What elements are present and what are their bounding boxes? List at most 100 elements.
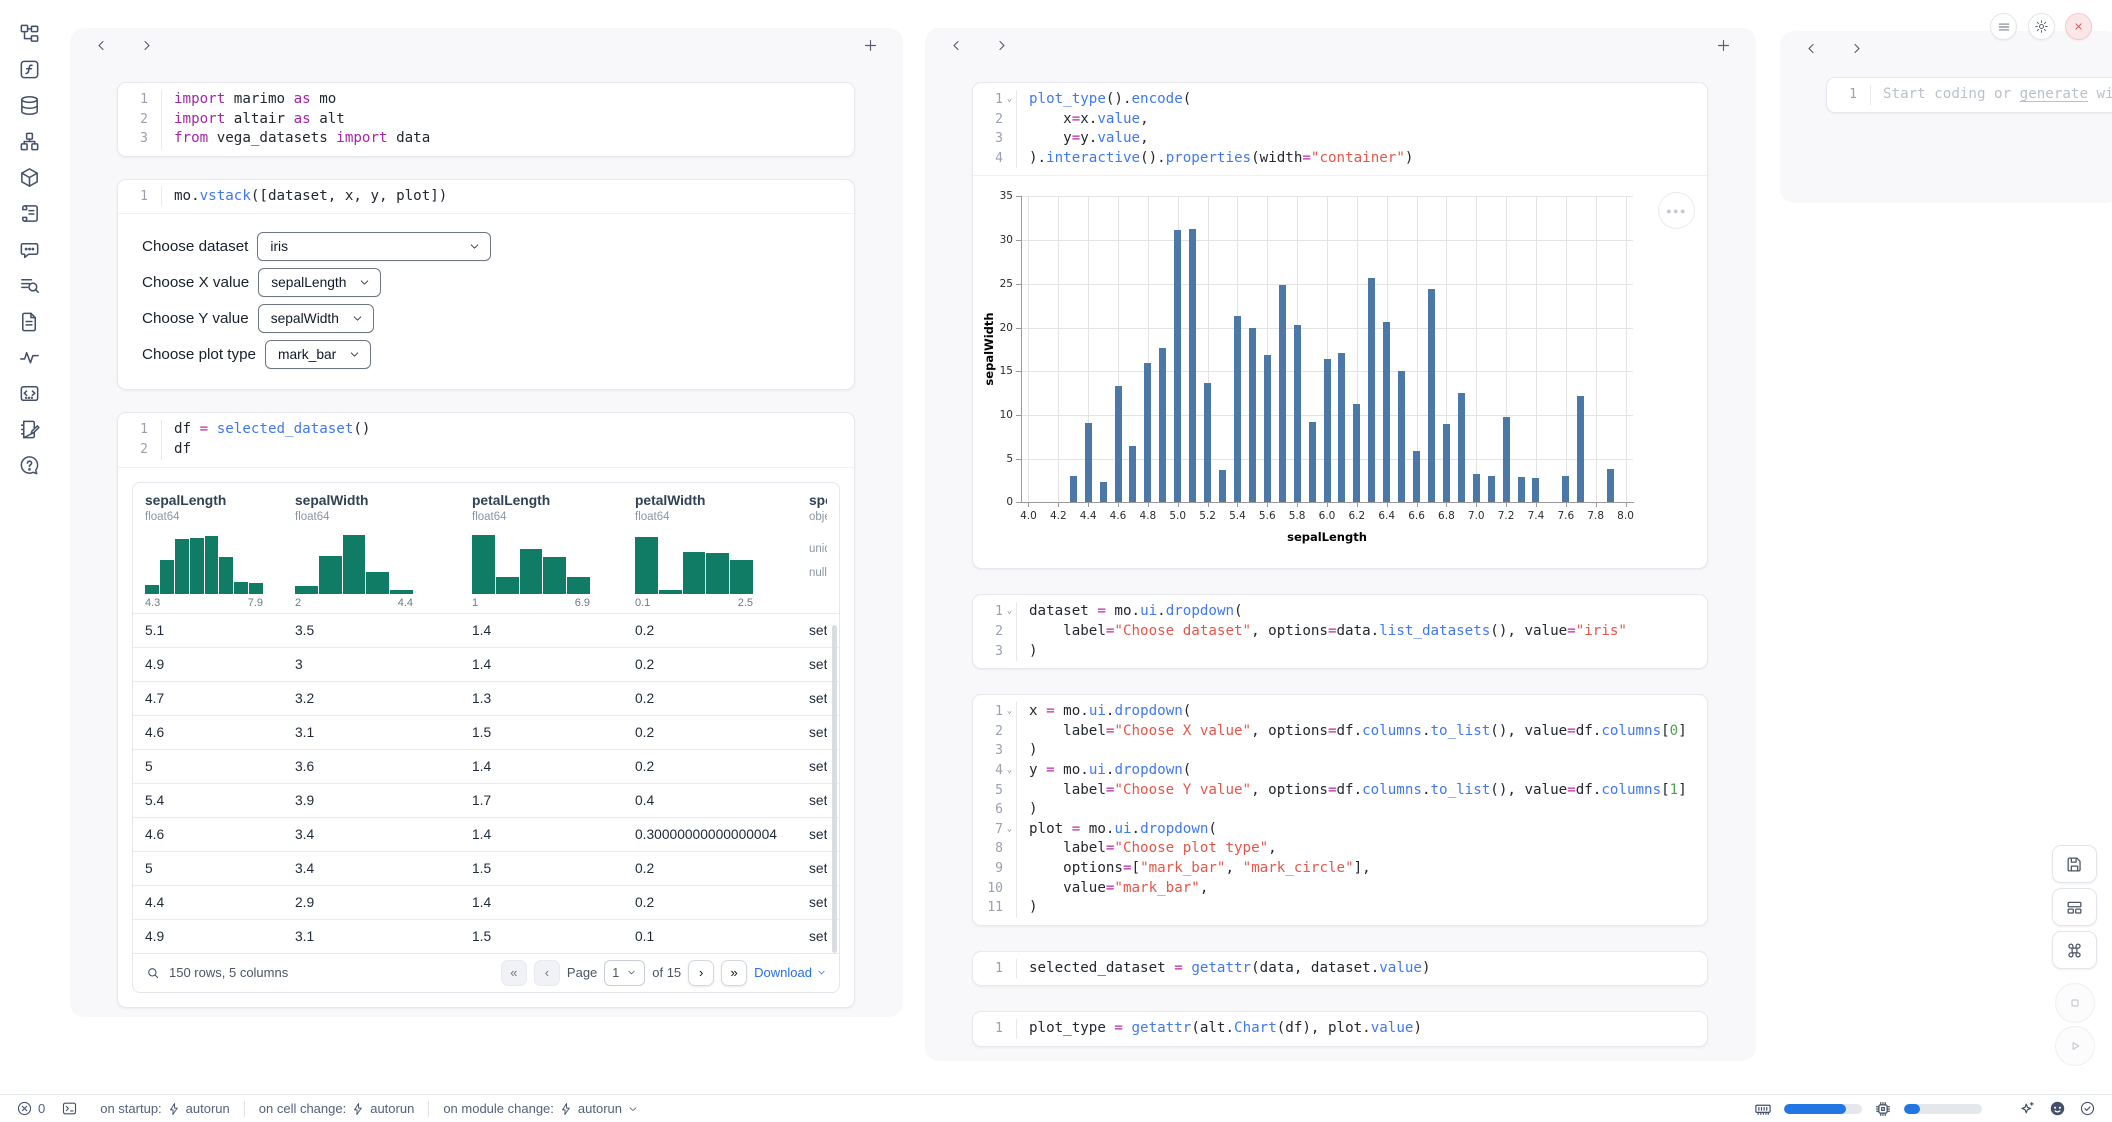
column-next-button[interactable] <box>994 38 1009 53</box>
code-line[interactable]: 1 import marimo as mo <box>118 90 854 110</box>
code-line[interactable]: 6) <box>973 800 1707 820</box>
package-icon[interactable] <box>18 166 41 189</box>
fold-icon[interactable]: ⌄ <box>1006 823 1013 834</box>
save-icon[interactable] <box>2052 845 2097 883</box>
bar[interactable] <box>1442 423 1450 503</box>
scratchpad-icon[interactable] <box>18 418 41 441</box>
y-value-select[interactable]: sepalWidth <box>257 304 374 334</box>
bar[interactable] <box>1502 416 1510 503</box>
activity-icon[interactable] <box>18 346 41 369</box>
bar[interactable] <box>1532 477 1540 503</box>
table-scrollbar[interactable] <box>832 624 837 953</box>
table-row[interactable]: 4.6 3.4 1.4 0.30000000000000004 setosa <box>133 816 839 851</box>
bar[interactable] <box>1084 422 1092 503</box>
code-line[interactable]: 9 options=["mark_bar", "mark_circle"], <box>973 858 1707 879</box>
code-placeholder[interactable]: Start coding or generate with <box>1870 85 2112 105</box>
bar[interactable] <box>1159 347 1167 503</box>
code-line[interactable]: 1 plot_type = getattr(alt.Chart(df), plot… <box>973 1019 1707 1039</box>
bar[interactable] <box>1293 324 1301 503</box>
table-row[interactable]: 4.7 3.2 1.3 0.2 setosa <box>133 680 839 715</box>
table-row[interactable]: 5.4 3.9 1.7 0.4 setosa <box>133 782 839 817</box>
column-prev-button[interactable] <box>1804 41 1819 56</box>
script-icon[interactable] <box>18 202 41 225</box>
bar[interactable] <box>1323 358 1331 503</box>
table-row[interactable]: 4.6 3.1 1.5 0.2 setosa <box>133 714 839 749</box>
play-icon[interactable] <box>2055 1026 2095 1066</box>
bar[interactable] <box>1204 382 1212 503</box>
generate-link[interactable]: generate <box>2019 86 2089 102</box>
bar[interactable] <box>1577 395 1585 503</box>
bar[interactable] <box>1383 322 1391 503</box>
function-icon[interactable] <box>18 58 41 81</box>
code-line[interactable]: 1 selected_dataset = getattr(data, datase… <box>973 958 1707 979</box>
error-indicator[interactable]: 0 <box>16 1100 45 1117</box>
code-line[interactable]: 3) <box>973 641 1707 662</box>
code-line[interactable]: 3) <box>973 741 1707 761</box>
table-column-header[interactable]: sepalLength float64 4.3 7.9 <box>145 493 295 609</box>
code-line[interactable]: 7 ⌄ plot = mo.ui.dropdown( <box>973 819 1707 840</box>
table-row[interactable]: 5 3.4 1.5 0.2 setosa <box>133 850 839 885</box>
first-page-button[interactable]: « <box>500 959 527 986</box>
code-line[interactable]: 3 y=y.value, <box>973 129 1707 149</box>
bar[interactable] <box>1398 371 1406 503</box>
code-line[interactable]: 2 x=x.value, <box>973 109 1707 130</box>
table-row[interactable]: 4.9 3.1 1.5 0.1 setosa <box>133 918 839 953</box>
plot-type-select[interactable]: mark_bar <box>264 340 372 370</box>
code-line[interactable]: 11) <box>973 898 1707 918</box>
bar[interactable] <box>1472 474 1480 503</box>
bot-icon[interactable] <box>2048 1099 2067 1118</box>
help-icon[interactable] <box>18 454 41 477</box>
stop-icon[interactable] <box>2055 983 2095 1023</box>
dependency-graph-icon[interactable] <box>18 130 41 153</box>
altair-bar-chart[interactable]: 0 5 10 15 20 25 30 35 4.0 4.2 4.4 4.6 4.8 5.0 5.2 5.4 5.… <box>973 176 1707 568</box>
code-line[interactable]: 10 value="mark_bar", <box>973 878 1707 899</box>
code-line[interactable]: 5 label="Choose Y value", options=df.col… <box>973 780 1707 801</box>
bar[interactable] <box>1129 446 1137 503</box>
close-icon[interactable] <box>2065 13 2092 40</box>
logs-icon[interactable] <box>18 274 41 297</box>
empty-code-cell[interactable]: 1 Start coding or generate with <box>1826 77 2112 113</box>
dataset-select[interactable]: iris <box>257 232 492 262</box>
fold-icon[interactable]: ⌄ <box>1006 606 1013 617</box>
bar[interactable] <box>1562 476 1570 503</box>
chatbot-icon[interactable] <box>18 238 41 261</box>
bar[interactable] <box>1189 228 1197 503</box>
code-line[interactable]: 2 label="Choose X value", options=df.col… <box>973 721 1707 742</box>
chart-options-button[interactable]: ●●● <box>1658 192 1695 230</box>
table-row[interactable]: 4.4 2.9 1.4 0.2 setosa <box>133 884 839 919</box>
column-next-button[interactable] <box>1849 41 1864 56</box>
prev-page-button[interactable]: ‹ <box>533 959 560 986</box>
bar[interactable] <box>1607 469 1615 503</box>
bar[interactable] <box>1368 277 1376 503</box>
code-line[interactable]: 1 ⌄ x = mo.ui.dropdown( <box>973 702 1707 722</box>
code-line[interactable]: 1 ⌄ dataset = mo.ui.dropdown( <box>973 602 1707 622</box>
table-column-header[interactable]: species object unique:nulls: <box>809 493 827 609</box>
bar[interactable] <box>1413 450 1421 503</box>
fold-icon[interactable]: ⌄ <box>1006 94 1013 104</box>
command-icon[interactable] <box>2052 931 2097 969</box>
add-cell-button[interactable] <box>862 37 879 54</box>
gear-icon[interactable] <box>2028 13 2055 40</box>
table-row[interactable]: 5 3.6 1.4 0.2 setosa <box>133 748 839 783</box>
table-row[interactable]: 5.1 3.5 1.4 0.2 setosa <box>133 612 839 647</box>
on-startup-setting[interactable]: on startup: autorun <box>100 1101 230 1116</box>
bar[interactable] <box>1233 316 1241 503</box>
code-line[interactable]: 3 from vega_datasets import data <box>118 129 854 149</box>
code-line[interactable]: 1 ⌄ plot_type().encode( <box>973 90 1707 110</box>
bar[interactable] <box>1338 352 1346 503</box>
page-select[interactable]: 1 <box>604 959 646 986</box>
column-prev-button[interactable] <box>949 38 964 53</box>
bar[interactable] <box>1487 476 1495 503</box>
code-line[interactable]: 4).interactive().properties(width="conta… <box>973 148 1707 169</box>
database-icon[interactable] <box>18 94 41 117</box>
bar[interactable] <box>1248 328 1256 503</box>
bar[interactable] <box>1144 363 1152 503</box>
download-button[interactable]: Download <box>754 965 827 980</box>
layout-icon[interactable] <box>2052 888 2097 926</box>
bar[interactable] <box>1308 421 1316 503</box>
last-page-button[interactable]: » <box>721 959 748 986</box>
terminal-icon[interactable] <box>61 1100 78 1117</box>
document-icon[interactable] <box>18 310 41 333</box>
code-line[interactable]: 8 label="Choose plot type", <box>973 839 1707 859</box>
x-value-select[interactable]: sepalLength <box>258 268 382 298</box>
